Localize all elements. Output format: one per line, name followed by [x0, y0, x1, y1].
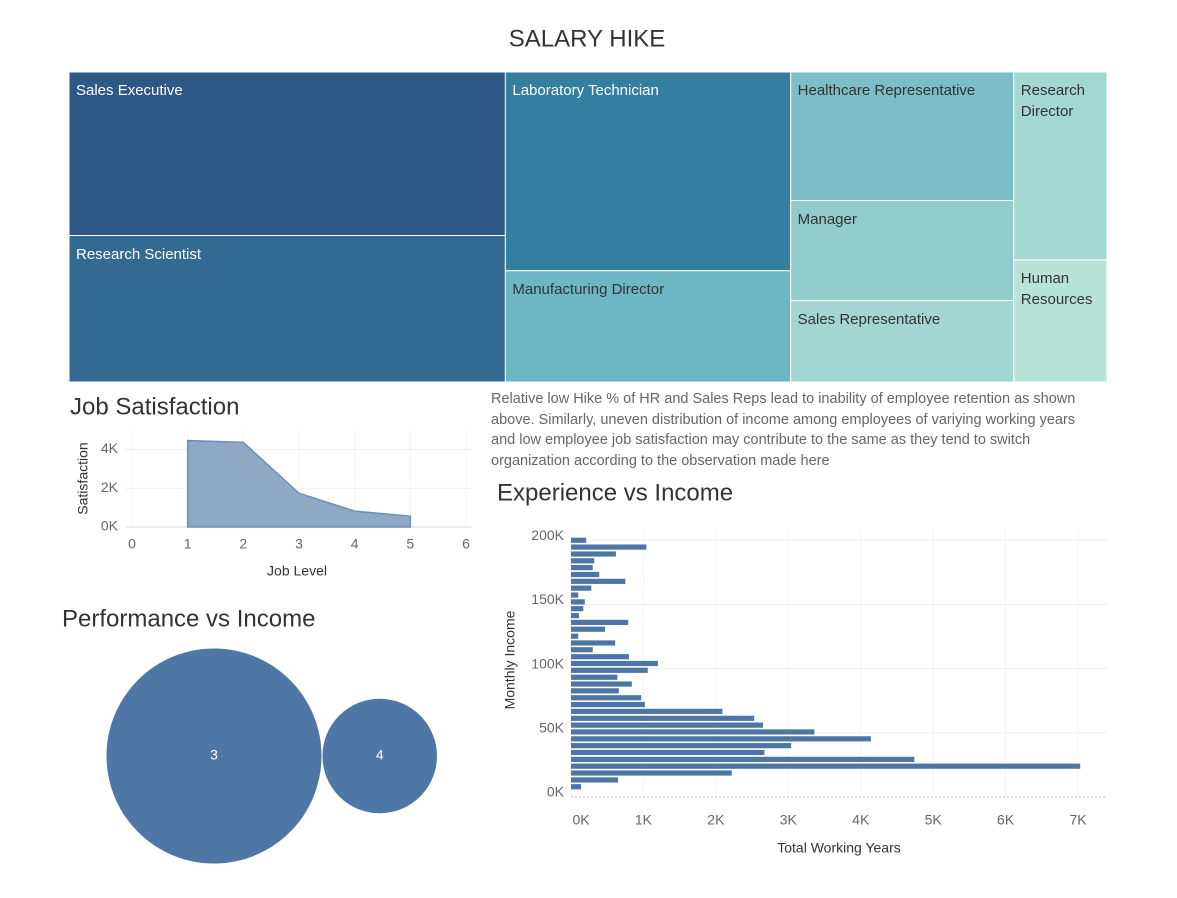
bar	[571, 585, 592, 591]
y-tick-label: 200K	[531, 527, 564, 543]
bar	[571, 756, 915, 762]
x-axis-label: Total Working Years	[777, 840, 900, 856]
bar	[571, 667, 648, 673]
bar	[571, 633, 579, 639]
x-tick-label: 5K	[925, 812, 943, 828]
bar	[571, 729, 815, 735]
treemap-label: Healthcare Representative	[797, 82, 976, 99]
treemap-cell	[504, 71, 792, 272]
x-tick-label: 4K	[852, 812, 870, 828]
treemap-label: Research Scientist	[76, 245, 202, 263]
bar	[571, 743, 792, 749]
bar	[571, 681, 632, 687]
bar	[571, 613, 579, 619]
treemap-cell	[68, 71, 506, 237]
x-axis-label: Job Level	[267, 563, 327, 579]
bar	[571, 551, 616, 557]
treemap-label-box: Manufacturing Director	[512, 280, 665, 298]
bar	[571, 784, 582, 790]
y-tick-label: 150K	[531, 591, 564, 607]
bar	[571, 701, 645, 708]
bubble	[321, 697, 438, 815]
treemap-cell	[1013, 71, 1108, 261]
x-tick-label: 0K	[572, 812, 590, 828]
bar	[571, 722, 763, 728]
bar	[571, 715, 755, 721]
x-tick-label: 3	[295, 536, 303, 552]
treemap-label: Laboratory Technician	[512, 82, 659, 99]
bar	[571, 537, 587, 543]
area	[186, 439, 412, 528]
x-tick-label: 6	[462, 536, 470, 552]
bar	[571, 708, 723, 714]
x-tick-label: 2	[239, 536, 247, 552]
bar	[571, 571, 600, 578]
x-tick-label: 4	[351, 536, 359, 552]
treemap-label-box: Healthcare Representative	[797, 82, 976, 99]
bar	[571, 660, 658, 667]
treemap-label: Sales Representative	[797, 310, 941, 328]
y-tick-label: 4K	[101, 440, 119, 456]
bar	[571, 674, 618, 680]
bar	[571, 592, 579, 598]
bar	[571, 770, 732, 776]
treemap-cell	[790, 300, 1015, 383]
bar	[571, 763, 1081, 769]
treemap-label-box: Human Resources	[1020, 269, 1093, 308]
y-tick-label: 50K	[539, 720, 565, 736]
x-tick-label: 1	[184, 536, 192, 552]
bar	[571, 654, 629, 660]
y-tick-label: 0K	[101, 518, 119, 534]
bar	[571, 640, 616, 646]
bar	[571, 599, 585, 605]
bar	[571, 688, 619, 694]
treemap-label-box: Research Scientist	[76, 245, 202, 263]
treemap-label-box: Laboratory Technician	[512, 82, 659, 99]
x-tick-label: 1K	[635, 812, 653, 828]
x-tick-label: 0	[128, 536, 136, 552]
x-tick-label: 6K	[997, 812, 1015, 828]
bar	[571, 626, 606, 632]
treemap-label-box: Manager	[797, 210, 857, 228]
bubble-label: 3	[210, 747, 218, 763]
y-tick-label: 0K	[547, 784, 565, 800]
treemap-label-box: Sales Representative	[797, 310, 941, 328]
bar	[571, 695, 642, 701]
x-tick-label: 3K	[780, 812, 798, 828]
treemap-label: Manufacturing Director	[512, 280, 665, 298]
y-axis-label: Monthly Income	[502, 610, 518, 709]
annotation: Relative low Hike % of HR and Sales Reps…	[491, 391, 1076, 469]
y-axis-label: Satisfaction	[75, 442, 91, 514]
treemap-label: Human Resources	[1020, 269, 1093, 308]
bar	[571, 647, 593, 653]
chart-title: Job Satisfaction	[70, 393, 239, 420]
x-tick-label: 5	[406, 536, 414, 552]
chart-title: Performance vs Income	[62, 605, 315, 632]
bar	[571, 777, 619, 783]
bar	[571, 544, 647, 550]
bar	[571, 736, 871, 742]
bar	[571, 619, 629, 626]
treemap-cell	[1013, 259, 1108, 383]
treemap-label-box: Sales Executive	[76, 82, 183, 99]
treemap-label: Sales Executive	[76, 82, 183, 99]
treemap-label: Manager	[797, 210, 857, 228]
treemap-label-box: Research Director	[1020, 82, 1085, 120]
bar	[571, 749, 765, 756]
bar	[571, 558, 595, 564]
chart-title: SALARY HIKE	[509, 25, 666, 52]
bar	[571, 578, 626, 584]
y-tick-label: 2K	[101, 479, 119, 495]
treemap-label: Research Director	[1020, 82, 1085, 120]
x-tick-label: 7K	[1069, 812, 1087, 828]
x-tick-label: 2K	[707, 812, 725, 828]
bar	[571, 565, 593, 571]
chart-title: Experience vs Income	[497, 479, 733, 506]
treemap-cell	[790, 200, 1015, 302]
bar	[571, 606, 584, 612]
bubble-label: 4	[376, 747, 384, 763]
y-tick-label: 100K	[531, 655, 564, 671]
